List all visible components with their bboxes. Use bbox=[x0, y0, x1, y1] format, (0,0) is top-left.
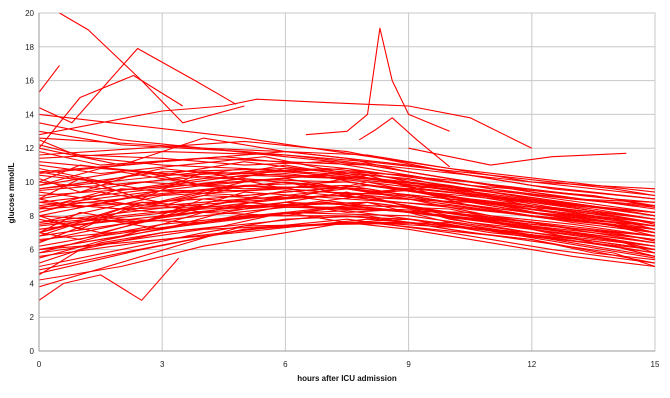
series-line bbox=[39, 181, 655, 227]
series-line bbox=[39, 215, 655, 268]
y-tick-label: 14 bbox=[25, 110, 34, 119]
x-tick-label: 6 bbox=[283, 360, 288, 369]
series-line bbox=[39, 201, 655, 254]
series-line bbox=[39, 151, 655, 207]
y-tick-label: 10 bbox=[25, 178, 34, 187]
y-tick-label: 12 bbox=[25, 144, 34, 153]
x-tick-label: 0 bbox=[37, 360, 42, 369]
y-tick-label: 6 bbox=[30, 246, 35, 255]
series-line bbox=[39, 218, 655, 257]
series-line bbox=[39, 184, 655, 224]
y-tick-label: 18 bbox=[25, 43, 34, 52]
series-line bbox=[39, 205, 655, 247]
ticks-layer: 0 2 4 6 8 10 12 14 16 18 20 0 3 6 9 12 15 bbox=[25, 9, 660, 369]
series-line bbox=[39, 201, 655, 244]
series-line bbox=[39, 218, 655, 274]
y-tick-label: 2 bbox=[30, 313, 35, 322]
series-line bbox=[359, 117, 451, 168]
y-tick-label: 4 bbox=[30, 279, 35, 288]
series-line bbox=[39, 205, 655, 237]
series-line bbox=[39, 140, 655, 200]
series-line bbox=[39, 137, 655, 190]
series-line bbox=[39, 113, 655, 193]
series-line bbox=[39, 210, 655, 259]
y-tick-label: 0 bbox=[30, 347, 35, 356]
series-line bbox=[39, 47, 237, 124]
series-line bbox=[39, 184, 655, 234]
x-axis-title: hours after ICU admission bbox=[297, 374, 397, 383]
series-layer bbox=[39, 13, 655, 301]
series-line bbox=[39, 130, 655, 197]
series-line bbox=[39, 171, 655, 213]
x-tick-label: 12 bbox=[527, 360, 536, 369]
series-line bbox=[39, 65, 60, 93]
series-line bbox=[39, 167, 655, 224]
series-line bbox=[408, 147, 627, 166]
series-line bbox=[39, 167, 655, 213]
y-axis-title: glucose mmol/L bbox=[7, 162, 16, 223]
series-line bbox=[39, 157, 655, 210]
series-line bbox=[39, 151, 655, 197]
series-line bbox=[305, 27, 450, 136]
series-line bbox=[39, 161, 655, 213]
x-tick-label: 9 bbox=[406, 360, 411, 369]
series-line bbox=[39, 222, 655, 264]
x-tick-label: 3 bbox=[160, 360, 165, 369]
series-line bbox=[39, 188, 655, 230]
y-tick-label: 8 bbox=[30, 212, 35, 221]
series-line bbox=[39, 257, 180, 301]
series-line bbox=[39, 201, 655, 257]
x-tick-label: 15 bbox=[651, 360, 660, 369]
series-line bbox=[39, 211, 655, 247]
series-line bbox=[39, 144, 655, 203]
series-line bbox=[39, 222, 655, 288]
series-line bbox=[39, 98, 533, 149]
series-line bbox=[39, 74, 183, 149]
y-tick-label: 16 bbox=[25, 77, 34, 86]
y-tick-label: 20 bbox=[25, 9, 34, 18]
series-line bbox=[39, 161, 655, 203]
